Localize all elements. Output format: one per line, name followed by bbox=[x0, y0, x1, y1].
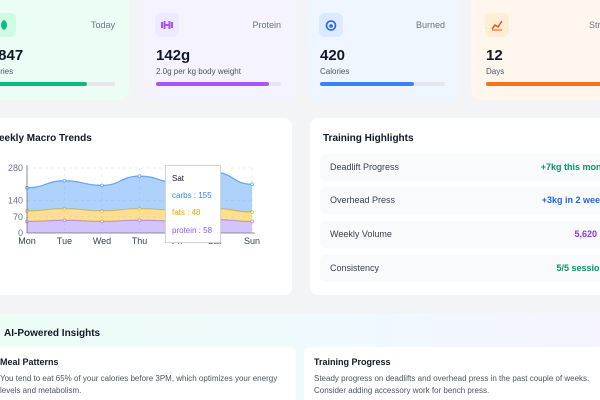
leaf-icon bbox=[0, 13, 16, 37]
trend-up-icon bbox=[485, 13, 509, 37]
highlight-row: Deadlift Progress +7kg this month bbox=[320, 154, 600, 181]
insight-text: You tend to eat 65% of your calories bef… bbox=[0, 373, 277, 397]
highlight-row: Weekly Volume 5,620 kg bbox=[320, 221, 600, 248]
x-tick-label: Sun bbox=[244, 236, 260, 246]
panel-title: eekly Macro Trends bbox=[0, 133, 92, 144]
chart-tooltip: Sat carbs : 155 fats : 48 protein : 58 bbox=[165, 165, 221, 243]
tooltip-day: Sat bbox=[172, 174, 185, 183]
highlight-value: 5,620 kg bbox=[574, 229, 600, 239]
highlight-value: +3kg in 2 weeks bbox=[541, 195, 600, 205]
y-tick-label: 140 bbox=[8, 196, 23, 206]
macro-trends-panel: eekly Macro Trends 0 70 140 280 Mon Tue Wed Thu… bbox=[0, 118, 292, 295]
highlight-label: Weekly Volume bbox=[330, 229, 392, 239]
insight-title: Meal Patterns bbox=[0, 357, 59, 367]
progress-bar bbox=[0, 82, 115, 86]
insight-line: You tend to eat 65% of your calories bef… bbox=[0, 374, 278, 383]
ai-insights-panel: AI-Powered Insights Meal Patterns You te… bbox=[0, 313, 600, 400]
stat-label: Protein bbox=[252, 20, 281, 30]
stat-label: Burned bbox=[415, 20, 445, 30]
highlight-row: Consistency 5/5 sessions bbox=[320, 255, 600, 282]
tooltip-protein: protein : 58 bbox=[172, 226, 213, 235]
progress-fill bbox=[486, 82, 600, 86]
stat-value: 420 bbox=[320, 47, 346, 64]
insight-card-meal: Meal Patterns You tend to eat 65% of you… bbox=[0, 347, 296, 400]
highlight-value: 5/5 sessions bbox=[556, 263, 600, 273]
stat-value: 12 bbox=[486, 47, 503, 64]
highlight-label: Consistency bbox=[330, 263, 380, 273]
flame-icon bbox=[319, 13, 343, 37]
x-tick-label: Wed bbox=[93, 236, 111, 246]
y-tick-label: 280 bbox=[8, 163, 23, 173]
stat-subtext: Calories bbox=[320, 67, 350, 76]
insight-line: levels and metabolism. bbox=[0, 386, 82, 395]
stat-label: Today bbox=[90, 20, 115, 30]
tooltip-fats: fats : 48 bbox=[172, 208, 201, 217]
y-tick-label: 70 bbox=[13, 212, 23, 222]
highlight-row: Overhead Press +3kg in 2 weeks bbox=[320, 187, 600, 214]
insight-line: Steady progress on deadlifts and overhea… bbox=[314, 374, 590, 383]
stat-card-today: Today ,847 lories bbox=[0, 0, 129, 100]
macro-trends-chart[interactable]: 070140280MonTueWedThuFriSatSun bbox=[0, 154, 272, 264]
progress-fill bbox=[156, 82, 269, 86]
point-carbs bbox=[137, 174, 142, 178]
progress-fill bbox=[320, 82, 414, 86]
tooltip-carbs: carbs : 155 bbox=[172, 191, 212, 200]
point-carbs bbox=[62, 178, 67, 183]
stat-subtext: lories bbox=[0, 67, 14, 76]
x-tick-label: Thu bbox=[132, 236, 148, 246]
stat-subtext: Days bbox=[486, 67, 505, 76]
stat-label: Stre bbox=[589, 20, 600, 30]
progress-bar bbox=[486, 82, 600, 86]
highlight-label: Deadlift Progress bbox=[330, 162, 400, 172]
insight-title: Training Progress bbox=[314, 357, 391, 367]
x-tick-label: Mon bbox=[18, 236, 36, 246]
point-carbs bbox=[250, 182, 254, 187]
dumbbell-icon bbox=[155, 13, 179, 37]
insight-text: Steady progress on deadlifts and overhea… bbox=[314, 373, 589, 397]
stat-subtext: 2.0g per kg body weight bbox=[156, 67, 241, 76]
stat-value: 142g bbox=[156, 47, 191, 64]
stat-card-streak: Stre 12 Days bbox=[471, 0, 600, 100]
insight-card-training: Training Progress Steady progress on dea… bbox=[304, 347, 600, 400]
panel-title: Training Highlights bbox=[323, 133, 414, 144]
progress-bar bbox=[320, 82, 445, 86]
highlight-label: Overhead Press bbox=[330, 195, 396, 205]
x-tick-label: Tue bbox=[57, 236, 72, 246]
stat-card-protein: Protein 142g 2.0g per kg body weight bbox=[143, 0, 295, 100]
stat-value: ,847 bbox=[0, 47, 24, 64]
progress-bar bbox=[156, 82, 281, 86]
panel-title: AI-Powered Insights bbox=[4, 328, 101, 339]
insight-line: Consider adding accessory work for bench… bbox=[314, 386, 490, 395]
stat-card-burned: Burned 420 Calories bbox=[307, 0, 459, 100]
training-highlights-panel: Training Highlights Deadlift Progress +7… bbox=[310, 118, 600, 295]
highlight-value: +7kg this month bbox=[540, 162, 600, 172]
point-carbs bbox=[100, 183, 104, 188]
y-tick-label: 0 bbox=[18, 228, 23, 238]
progress-fill bbox=[0, 82, 88, 86]
